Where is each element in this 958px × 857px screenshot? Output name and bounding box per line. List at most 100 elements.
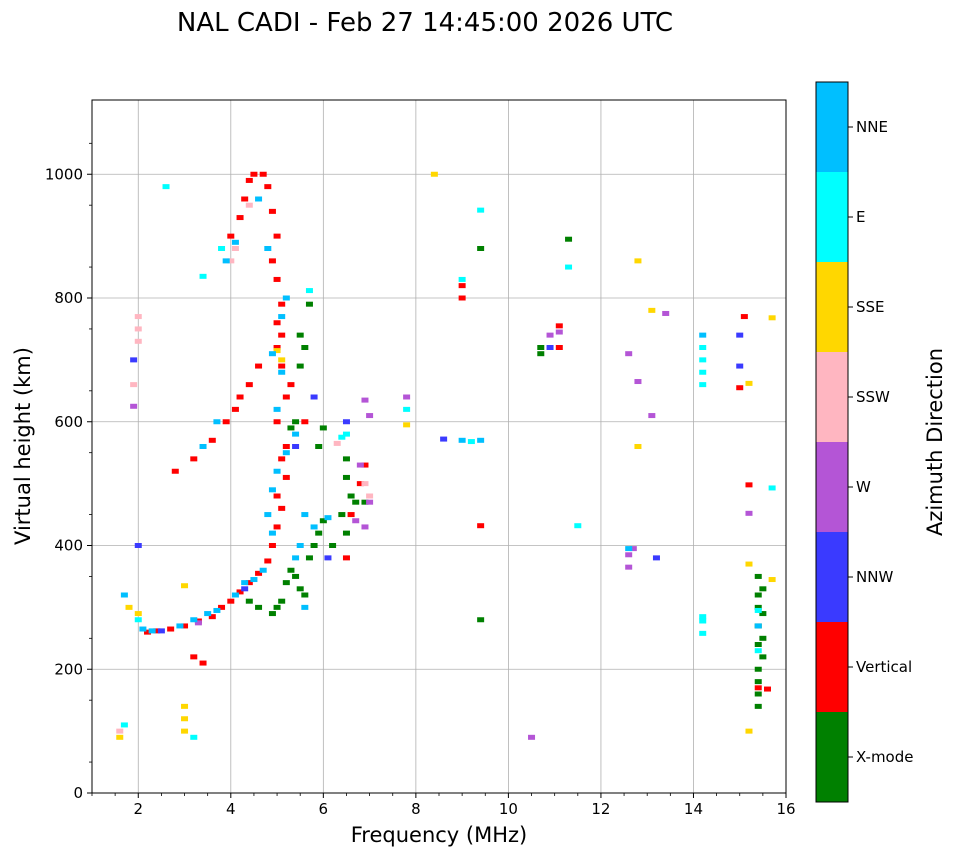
data-point [241, 586, 249, 592]
data-point [250, 577, 258, 583]
data-point [347, 512, 355, 518]
data-points [116, 171, 776, 740]
data-point [310, 524, 318, 530]
data-point [282, 474, 290, 480]
data-point [227, 258, 235, 264]
data-point [278, 363, 286, 369]
data-point [236, 394, 244, 400]
data-point [292, 555, 300, 561]
series-x-mode [245, 236, 767, 709]
data-point [699, 345, 707, 350]
data-point [768, 315, 776, 321]
series-nnw [130, 332, 744, 634]
data-point [528, 734, 536, 740]
data-point [199, 273, 207, 279]
data-point [268, 530, 276, 536]
data-point [315, 530, 323, 536]
data-point [754, 607, 762, 613]
data-point [296, 543, 304, 548]
data-point [134, 617, 142, 623]
data-point [352, 499, 360, 505]
colorbar-segment [816, 82, 848, 172]
data-point [157, 628, 165, 634]
data-point [273, 345, 281, 350]
data-point [342, 431, 350, 437]
data-point [282, 295, 290, 301]
series-sse [116, 171, 776, 740]
data-point [305, 555, 313, 561]
data-point [759, 586, 767, 592]
x-tick-label: 12 [591, 800, 610, 818]
data-point [190, 456, 198, 462]
data-point [273, 604, 281, 610]
data-point [264, 558, 272, 564]
data-point [268, 543, 276, 548]
data-point [218, 246, 226, 251]
x-tick-label: 14 [684, 800, 703, 818]
data-point [282, 444, 290, 449]
data-point [292, 419, 300, 425]
data-point [310, 394, 318, 400]
plot-frame [91, 99, 787, 794]
data-point [245, 382, 253, 388]
data-point [440, 436, 448, 442]
data-point [162, 184, 170, 190]
colorbar-tick-label: SSE [856, 298, 885, 316]
data-point [199, 444, 207, 449]
data-point [259, 567, 267, 573]
data-point [125, 604, 133, 610]
data-point [754, 648, 762, 654]
series-vertical [144, 171, 771, 692]
data-point [458, 295, 466, 301]
data-point [134, 338, 142, 344]
data-point [477, 207, 485, 213]
data-point [699, 332, 707, 338]
data-point [264, 184, 272, 190]
data-point [227, 598, 235, 604]
data-point [699, 618, 707, 624]
data-point [181, 728, 189, 734]
data-point [231, 592, 239, 598]
data-point [273, 348, 281, 354]
data-point [662, 310, 670, 316]
data-point [273, 468, 281, 474]
data-point [204, 611, 212, 617]
x-tick-label: 2 [133, 800, 143, 818]
colorbar-segment [816, 172, 848, 262]
data-point [537, 351, 545, 357]
data-point [736, 332, 744, 338]
y-tick-label: 400 [54, 537, 83, 555]
data-point [296, 332, 304, 338]
colorbar-tick-label: W [856, 478, 871, 496]
data-point [213, 419, 221, 425]
data-point [273, 320, 281, 326]
data-point [430, 171, 438, 177]
data-point [273, 233, 281, 239]
data-point [194, 620, 202, 626]
x-tick-label: 10 [499, 800, 518, 818]
data-point [167, 626, 175, 632]
data-point [278, 598, 286, 604]
data-point [190, 617, 198, 623]
data-point [218, 604, 226, 610]
data-point [366, 413, 374, 419]
data-point [634, 444, 642, 449]
data-point [555, 345, 563, 350]
data-point [296, 586, 304, 592]
data-point [268, 258, 276, 264]
data-point [301, 419, 309, 425]
data-point [403, 406, 411, 412]
data-point [745, 510, 753, 516]
data-point [144, 629, 152, 635]
data-point [759, 654, 767, 660]
data-point [342, 474, 350, 480]
data-point [278, 456, 286, 462]
data-point [546, 345, 554, 350]
data-point [171, 468, 179, 474]
data-point [768, 485, 776, 491]
data-point [699, 630, 707, 636]
data-point [273, 276, 281, 282]
y-tick-label: 1000 [45, 165, 83, 183]
data-point [278, 301, 286, 307]
data-point [134, 543, 142, 548]
